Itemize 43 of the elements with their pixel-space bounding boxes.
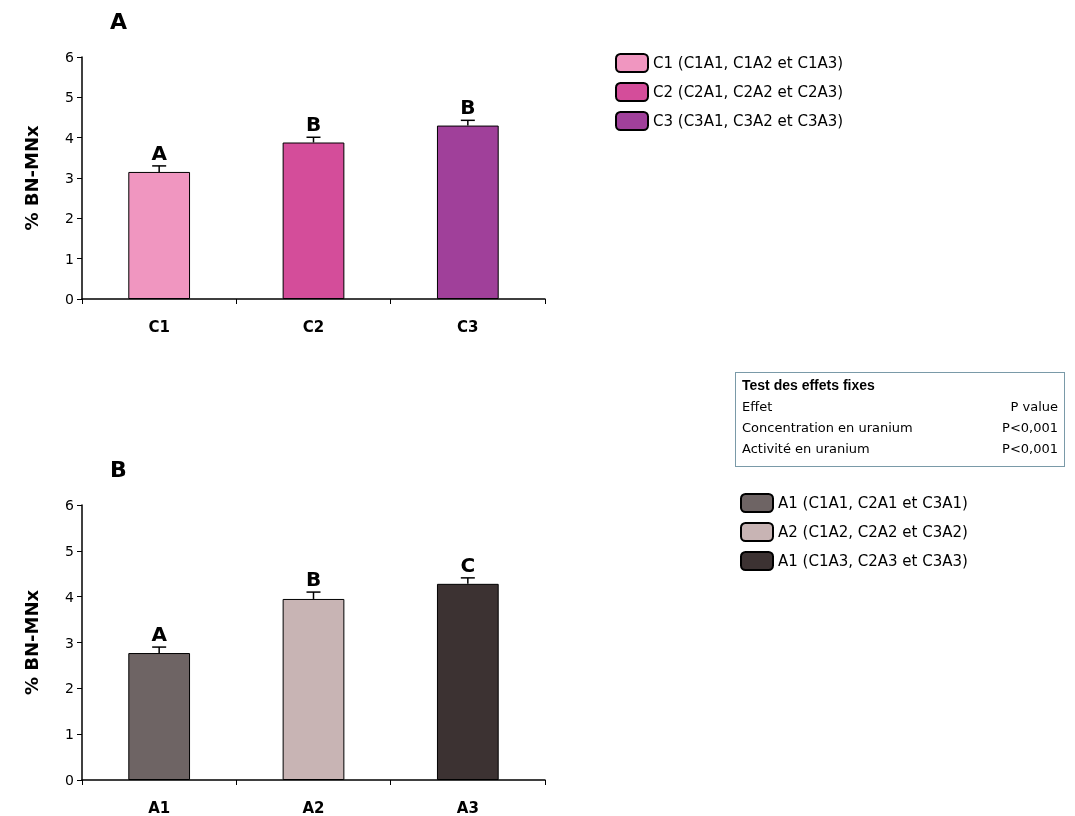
y-tick-label: 0 [65, 291, 74, 307]
annotation: C [460, 552, 476, 577]
x-tick-label: C2 [302, 317, 325, 336]
y-tick-label: 2 [65, 210, 74, 227]
text: Effet [742, 399, 773, 414]
x-tick-label: A1 [148, 798, 171, 816]
text: P<0,001 [1002, 420, 1058, 435]
annotation: B [305, 112, 322, 137]
y-tick-label: 5 [65, 89, 74, 106]
y-tick-label: 6 [65, 49, 75, 65]
text: P value [1010, 399, 1058, 414]
y-tick-label: 1 [65, 726, 74, 743]
y-axis-title: % BN-MNx [20, 125, 42, 231]
chart-title: A [110, 8, 128, 34]
legend-label: C1 (C1A1, C1A2 et C1A3) [653, 54, 844, 72]
text: Test des effets fixes [742, 377, 876, 393]
y-tick-label: 5 [65, 542, 74, 559]
y-tick-label: 3 [65, 634, 74, 651]
annotation: B [305, 567, 322, 592]
text: Concentration en uranium [742, 420, 913, 435]
y-tick-label: 4 [65, 588, 75, 605]
y-tick-label: 0 [65, 772, 74, 788]
annotation: B [460, 95, 476, 120]
legend-label: A1 (C1A1, C2A1 et C3A1) [778, 494, 968, 512]
annotation: A [151, 622, 168, 647]
y-tick-label: 4 [65, 129, 75, 146]
x-tick-label: C1 [148, 317, 170, 336]
text: Activité en uranium [742, 441, 870, 456]
legend-label: C2 (C2A1, C2A2 et C2A3) [653, 83, 844, 101]
legend-label: A2 (C1A2, C2A2 et C3A2) [778, 523, 968, 541]
legend-label: C3 (C3A1, C3A2 et C3A3) [653, 112, 844, 130]
y-tick-label: 2 [65, 680, 74, 697]
x-tick-label: A2 [302, 798, 325, 816]
legend-label: A1 (C1A3, C2A3 et C3A3) [778, 552, 968, 570]
chart-title: B [110, 456, 127, 482]
x-tick-label: A3 [456, 798, 479, 816]
y-axis-title: % BN-MNx [20, 589, 42, 696]
y-tick-label: 3 [65, 170, 74, 186]
y-tick-label: 1 [65, 250, 74, 267]
text: P<0,001 [1002, 441, 1058, 456]
y-tick-label: 6 [65, 497, 75, 513]
x-tick-label: C3 [457, 317, 479, 336]
annotation: A [151, 140, 168, 165]
